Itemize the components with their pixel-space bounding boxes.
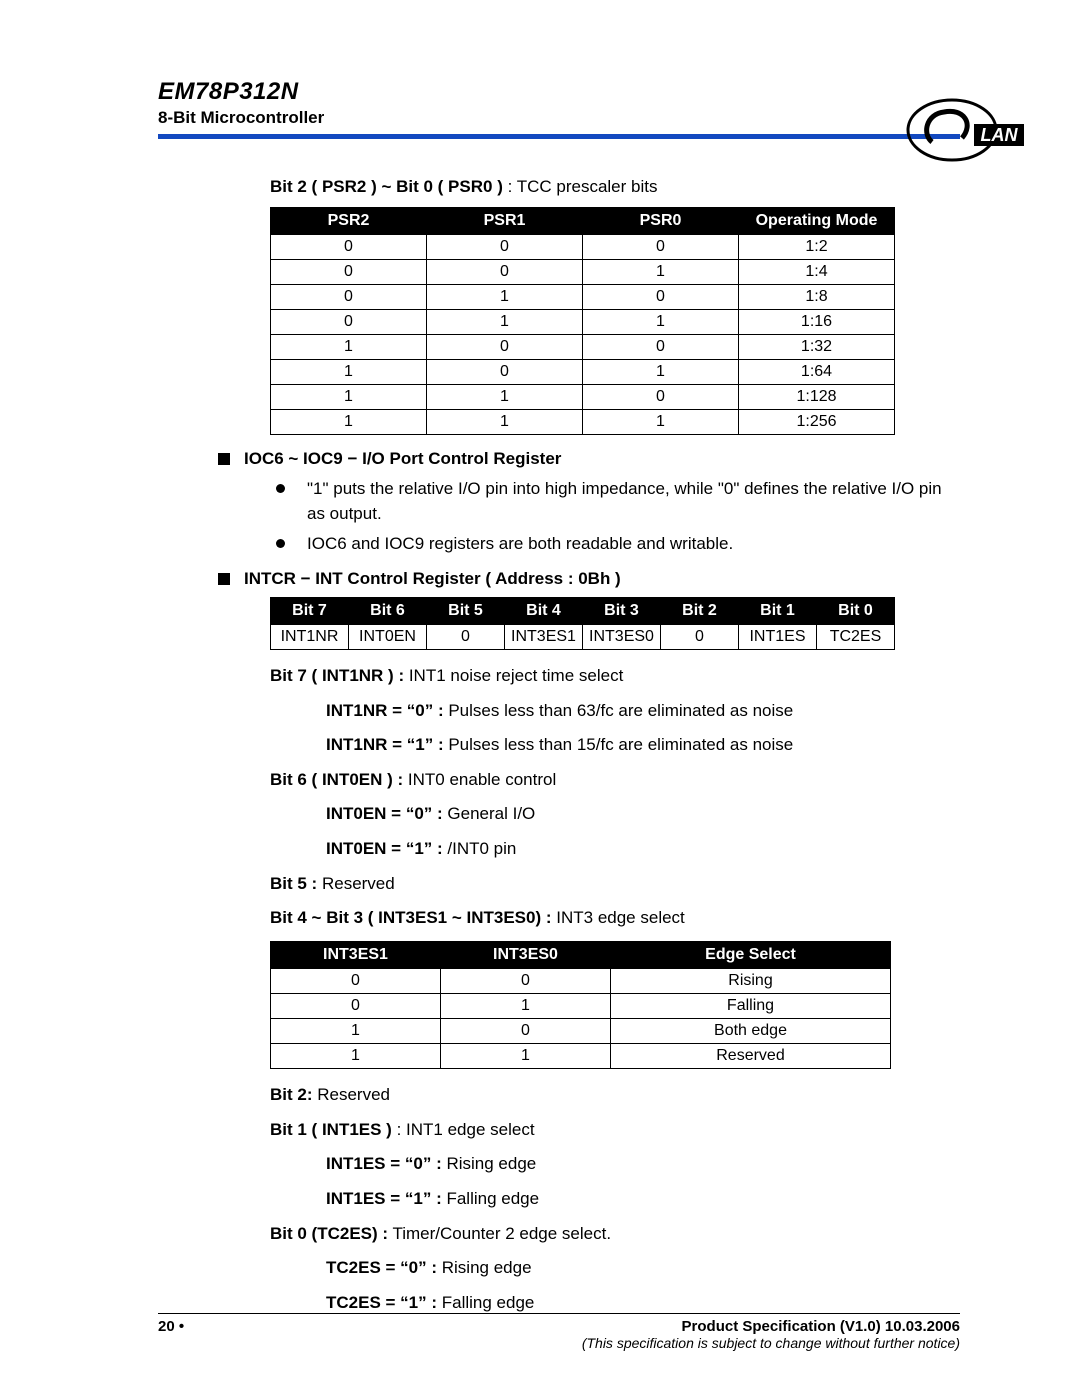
prescaler-table: PSR2 PSR1 PSR0 Operating Mode 0001:2 001… [270,207,895,435]
footer: 20 • Product Specification (V1.0) 10.03.… [158,1313,960,1351]
section1-lead-rest: : TCC prescaler bits [503,177,658,196]
bit2: Bit 2: Reserved [270,1083,960,1108]
bit6-l1: INT0EN = “0” : General I/O [326,802,960,827]
elan-logo: LAN [904,94,1024,166]
bit1-lead: Bit 1 ( INT1ES ) : INT1 edge select [270,1118,960,1143]
int3es-table: INT3ES1 INT3ES0 Edge Select 00Rising 01F… [270,941,891,1069]
footer-spec: Product Specification (V1.0) 10.03.2006 [158,1318,960,1335]
table-row: 1111:256 [271,410,895,435]
header-rule: LAN [158,134,960,139]
footer-notice: (This specification is subject to change… [158,1335,960,1351]
th-opmode: Operating Mode [739,208,895,235]
table-row: 11Reserved [271,1044,891,1069]
intcr-table: Bit 7 Bit 6 Bit 5 Bit 4 Bit 3 Bit 2 Bit … [270,597,895,650]
table-row: 00Rising [271,969,891,994]
bullet-intcr: INTCR − INT Control Register ( Address :… [218,569,960,589]
bit7-l1: INT1NR = “0” : Pulses less than 63/fc ar… [326,699,960,724]
table-row: 10Both edge [271,1019,891,1044]
section1-lead-bold: Bit 2 ( PSR2 ) ~ Bit 0 ( PSR0 ) [270,177,503,196]
bit7-lead: Bit 7 ( INT1NR ) : INT1 noise reject tim… [270,664,960,689]
svg-text:LAN: LAN [981,125,1019,145]
square-bullet-icon [218,573,230,585]
circle-bullet-icon [276,539,285,548]
bit7-l2: INT1NR = “1” : Pulses less than 15/fc ar… [326,733,960,758]
bullet-intcr-text: INTCR − INT Control Register ( Address :… [244,569,621,589]
th-psr2: PSR2 [271,208,427,235]
table-row: 1001:32 [271,335,895,360]
ioc-sub1-text: "1" puts the relative I/O pin into high … [307,477,960,526]
blue-rule [158,134,960,139]
ioc-sub2: IOC6 and IOC9 registers are both readabl… [276,532,960,557]
table-row: 0111:16 [271,310,895,335]
bit0-l2: TC2ES = “1” : Falling edge [326,1291,960,1316]
bullet-ioc: IOC6 ~ IOC9 − I/O Port Control Register [218,449,960,469]
page-number: 20 • [158,1318,184,1335]
table-row: 0101:8 [271,285,895,310]
table-row: 0001:2 [271,235,895,260]
table-row: INT1NR INT0EN 0 INT3ES1 INT3ES0 0 INT1ES… [271,624,895,649]
bit1-l2: INT1ES = “1” : Falling edge [326,1187,960,1212]
bit1-l1: INT1ES = “0” : Rising edge [326,1152,960,1177]
bit0-lead: Bit 0 (TC2ES) : Timer/Counter 2 edge sel… [270,1222,960,1247]
th-psr0: PSR0 [583,208,739,235]
ioc-sub1: "1" puts the relative I/O pin into high … [276,477,960,526]
bit0-l1: TC2ES = “0” : Rising edge [326,1256,960,1281]
table-row: 1101:128 [271,385,895,410]
section1-lead: Bit 2 ( PSR2 ) ~ Bit 0 ( PSR0 ) : TCC pr… [270,177,960,197]
th-psr1: PSR1 [427,208,583,235]
product-title: EM78P312N [158,78,960,106]
page: EM78P312N 8-Bit Microcontroller LAN Bit … [0,0,1080,1397]
bit43: Bit 4 ~ Bit 3 ( INT3ES1 ~ INT3ES0) : INT… [270,906,960,931]
bit6-l2: INT0EN = “1” : /INT0 pin [326,837,960,862]
header: EM78P312N 8-Bit Microcontroller [158,78,960,128]
table-row: 0011:4 [271,260,895,285]
subtitle: 8-Bit Microcontroller [158,108,960,128]
ioc-sub2-text: IOC6 and IOC9 registers are both readabl… [307,532,733,557]
table-row: 01Falling [271,994,891,1019]
bit5: Bit 5 : Reserved [270,872,960,897]
square-bullet-icon [218,453,230,465]
table-row: 1011:64 [271,360,895,385]
bit6-lead: Bit 6 ( INT0EN ) : INT0 enable control [270,768,960,793]
bullet-ioc-text: IOC6 ~ IOC9 − I/O Port Control Register [244,449,561,469]
circle-bullet-icon [276,484,285,493]
